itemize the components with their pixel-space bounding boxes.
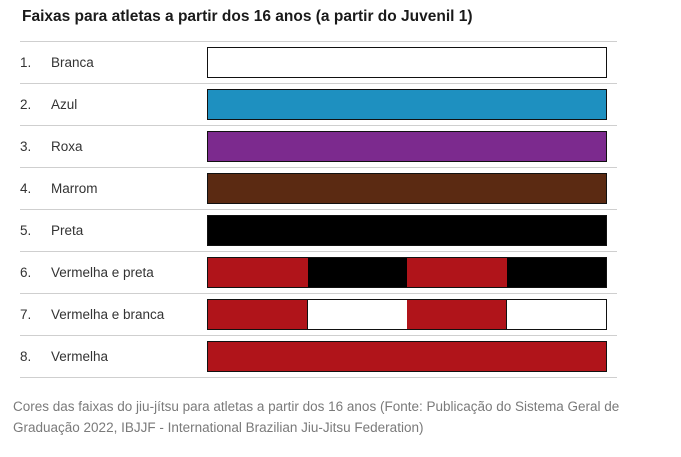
belt-color-segment	[208, 216, 606, 245]
belt-color-segment	[208, 258, 308, 287]
belt-name: Marrom	[51, 181, 98, 196]
belt-color-segment	[307, 300, 407, 329]
belt-color-segment	[407, 258, 507, 287]
belt-row: 7. Vermelha e branca	[20, 294, 617, 336]
belt-name: Branca	[51, 55, 94, 70]
figure-caption: Cores das faixas do jiu-jítsu para atlet…	[13, 399, 620, 435]
belt-name: Vermelha	[51, 349, 109, 364]
belt-swatch	[207, 47, 607, 78]
belt-name: Preta	[51, 223, 84, 238]
belt-row: 6. Vermelha e preta	[20, 252, 617, 294]
belt-color-segment	[208, 90, 606, 119]
row-number: 3.	[20, 139, 32, 154]
belt-color-segment	[208, 174, 606, 203]
belt-row: 4. Marrom	[20, 168, 617, 210]
belt-name: Vermelha e branca	[51, 307, 165, 322]
belt-color-segment	[208, 48, 606, 77]
belt-color-segment	[208, 342, 606, 371]
row-number: 6.	[20, 265, 32, 280]
belt-swatch	[207, 257, 607, 288]
row-number: 8.	[20, 349, 32, 364]
belt-row: 8. Vermelha	[20, 336, 617, 378]
belt-swatch	[207, 341, 607, 372]
belt-row: 5. Preta	[20, 210, 617, 252]
belt-swatch	[207, 173, 607, 204]
belt-swatch	[207, 299, 607, 330]
row-number: 5.	[20, 223, 32, 238]
belt-name: Azul	[51, 97, 78, 112]
row-number: 2.	[20, 97, 32, 112]
belt-swatch	[207, 89, 607, 120]
belt-row: 1. Branca	[20, 42, 617, 84]
belt-row: 2. Azul	[20, 84, 617, 126]
table-title: Faixas para atletas a partir dos 16 anos…	[22, 8, 473, 25]
belt-swatch	[207, 215, 607, 246]
belt-color-segment	[506, 258, 606, 287]
belt-name: Vermelha e preta	[51, 265, 154, 280]
belt-color-segment	[208, 132, 606, 161]
belt-row: 3. Roxa	[20, 126, 617, 168]
belt-color-segment	[208, 300, 307, 329]
row-number: 4.	[20, 181, 32, 196]
belt-name: Roxa	[51, 139, 83, 154]
belt-color-segment	[307, 258, 407, 287]
belt-swatch	[207, 131, 607, 162]
belt-color-segment	[506, 300, 606, 329]
row-number: 1.	[20, 55, 32, 70]
row-number: 7.	[20, 307, 32, 322]
belt-color-segment	[407, 300, 506, 329]
belt-table: 1. Branca 2. Azul 3. Roxa 4. Marrom 5. P…	[20, 41, 617, 378]
